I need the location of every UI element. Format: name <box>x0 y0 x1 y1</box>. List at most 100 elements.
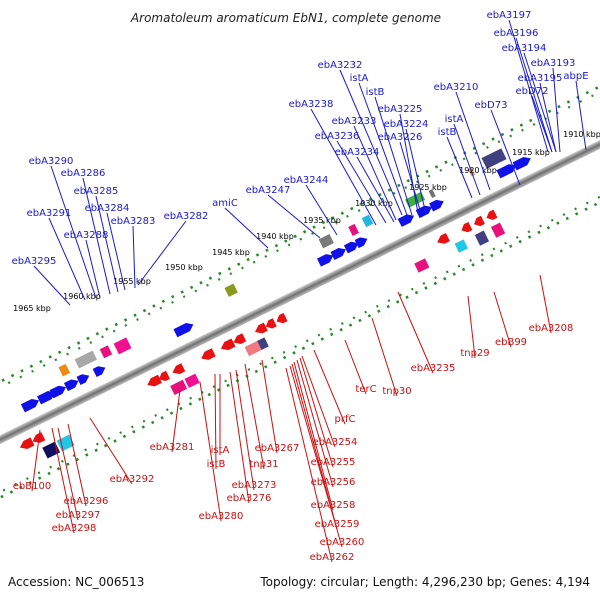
misc-feature <box>428 189 436 199</box>
forward-gene <box>37 391 56 405</box>
misc-feature <box>74 350 97 369</box>
forward-gene-label: ebD72 <box>516 86 549 97</box>
scale-tick-label: 1955 kbp <box>113 277 151 286</box>
reverse-gene <box>220 338 236 351</box>
forward-gene-label: ebA3284 <box>85 203 130 214</box>
leader-line <box>106 212 126 291</box>
reverse-gene <box>265 318 277 329</box>
leader-line <box>446 136 473 199</box>
leader-line <box>305 184 338 236</box>
leader-line <box>229 371 250 504</box>
leader-line <box>137 220 187 286</box>
reverse-gene-label: istB <box>207 459 226 470</box>
forward-gene-label: ebA3226 <box>378 132 423 143</box>
leader-line <box>310 108 377 226</box>
leader-line <box>48 217 86 301</box>
leader-line <box>95 195 119 293</box>
scale-tick-label: 1925 kbp <box>409 183 447 192</box>
misc-feature <box>481 148 507 169</box>
forward-gene <box>397 214 415 227</box>
backbone <box>0 121 600 463</box>
leader-line <box>552 67 561 153</box>
forward-gene-label: ebA3285 <box>74 186 119 197</box>
leader-line <box>31 429 41 492</box>
mobile-element <box>99 345 113 359</box>
misc-feature <box>244 340 264 357</box>
misc-feature <box>361 214 374 228</box>
leader-line <box>57 427 79 521</box>
forward-gene-label: abpE <box>563 71 588 82</box>
forward-gene-label: istA <box>350 73 369 84</box>
reverse-gene-label: ebA3281 <box>150 442 195 453</box>
forward-gene-label: ebA3282 <box>164 211 209 222</box>
mobile-element <box>113 337 132 355</box>
forward-gene-label: ebA3196 <box>494 28 539 39</box>
leader-line <box>523 52 557 153</box>
forward-gene-label: ebA3193 <box>531 58 576 69</box>
leader-line <box>405 128 426 211</box>
reverse-gene-label: ebA3256 <box>311 477 356 488</box>
reverse-gene <box>437 233 450 244</box>
leader-line <box>171 389 181 453</box>
reverse-gene-label: ebA3267 <box>255 443 300 454</box>
leader-line <box>399 113 419 214</box>
reverse-gene <box>276 312 288 324</box>
leader-line <box>89 417 133 485</box>
forward-gene-label: ebA3232 <box>318 60 363 71</box>
genome-summary-text: Topology: circular; Length: 4,296,230 bp… <box>259 575 590 589</box>
tick-track <box>0 81 600 419</box>
reverse-gene-label: ebA3235 <box>411 363 456 374</box>
forward-gene-label: ebA3233 <box>332 116 377 127</box>
leader-line <box>539 82 557 153</box>
forward-gene <box>63 379 79 392</box>
leader-line <box>353 125 397 221</box>
reverse-gene <box>233 333 247 344</box>
reverse-gene-label: ebA3276 <box>227 493 272 504</box>
forward-gene-label: ebA3224 <box>384 119 429 130</box>
reverse-gene <box>19 437 35 450</box>
tick-track <box>0 165 600 503</box>
mobile-element <box>414 258 430 273</box>
reverse-gene-label: ebA3254 <box>313 437 358 448</box>
leader-line <box>293 361 334 511</box>
forward-gene-label: ebA3286 <box>61 168 106 179</box>
leader-line <box>85 239 101 299</box>
forward-gene-label: ebD73 <box>475 100 508 111</box>
leader-line <box>291 363 338 530</box>
forward-gene-label: ebA3238 <box>289 99 334 110</box>
accession-text: Accession: NC_006513 <box>8 575 144 589</box>
forward-gene-label: ebA3283 <box>111 216 156 227</box>
leader-line <box>508 19 549 153</box>
forward-gene-label: ebA3236 <box>315 131 360 142</box>
reverse-gene-label: ebA3260 <box>320 537 365 548</box>
genome-track <box>0 76 600 508</box>
leader-line <box>224 207 269 249</box>
misc-feature <box>56 434 75 452</box>
reverse-gene-label: ebA3292 <box>110 474 155 485</box>
misc-feature <box>474 230 490 246</box>
mobile-element <box>348 223 359 236</box>
forward-gene <box>173 323 194 338</box>
leader-line <box>490 109 521 186</box>
forward-gene-label: ebA3225 <box>378 104 423 115</box>
leader-line <box>51 427 75 534</box>
forward-gene-label: ebA3195 <box>518 73 563 84</box>
leader-line <box>336 140 387 224</box>
leader-line <box>344 339 367 395</box>
leader-line <box>467 295 476 359</box>
leader-line <box>289 365 343 548</box>
scale-tick-label: 1950 kbp <box>165 263 203 272</box>
leader-line <box>299 357 334 468</box>
forward-gene <box>343 241 359 254</box>
reverse-gene-label: ebA3258 <box>311 500 356 511</box>
forward-gene <box>49 385 66 399</box>
reverse-gene-label: ebA3208 <box>529 323 574 334</box>
forward-gene <box>76 374 90 385</box>
reverse-gene-label: terC <box>355 384 376 395</box>
leader-line <box>50 165 97 299</box>
scale-tick-lines <box>0 76 600 508</box>
reverse-gene-label: ebA3259 <box>315 519 360 530</box>
forward-gene <box>429 199 444 212</box>
leader-line <box>358 82 408 216</box>
